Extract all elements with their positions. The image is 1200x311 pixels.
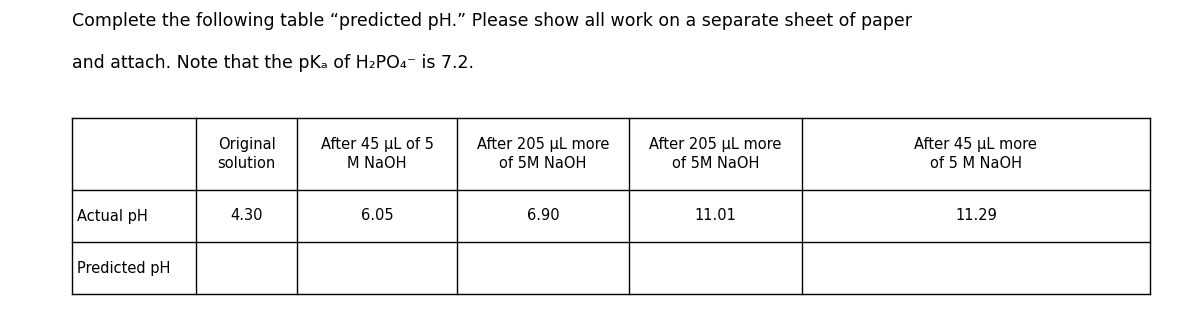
Text: Predicted pH: Predicted pH (77, 261, 170, 276)
Text: After 205 μL more
of 5M NaOH: After 205 μL more of 5M NaOH (476, 137, 610, 171)
Text: Actual pH: Actual pH (77, 208, 148, 224)
Text: and attach. Note that the pKₐ of H₂PO₄⁻ is 7.2.: and attach. Note that the pKₐ of H₂PO₄⁻ … (72, 54, 474, 72)
Text: 6.05: 6.05 (361, 208, 394, 224)
Text: After 205 μL more
of 5M NaOH: After 205 μL more of 5M NaOH (649, 137, 781, 171)
Text: Original
solution: Original solution (217, 137, 276, 171)
Text: Complete the following table “predicted pH.” Please show all work on a separate : Complete the following table “predicted … (72, 12, 912, 30)
Text: 11.01: 11.01 (695, 208, 737, 224)
Text: 11.29: 11.29 (955, 208, 997, 224)
Text: After 45 μL more
of 5 M NaOH: After 45 μL more of 5 M NaOH (914, 137, 1037, 171)
Text: 6.90: 6.90 (527, 208, 559, 224)
Text: 4.30: 4.30 (230, 208, 263, 224)
Text: After 45 μL of 5
M NaOH: After 45 μL of 5 M NaOH (320, 137, 433, 171)
